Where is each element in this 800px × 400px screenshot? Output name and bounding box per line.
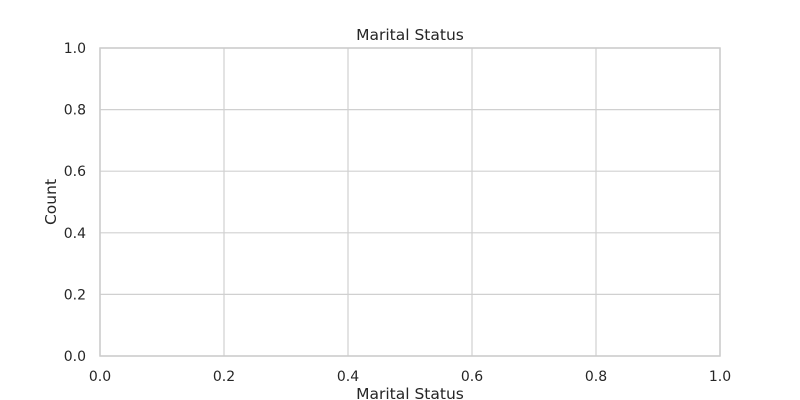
x-axis-label: Marital Status <box>356 385 464 400</box>
x-tick-label: 0.6 <box>461 369 483 385</box>
plot-frame <box>99 47 721 357</box>
y-tick-label: 0.4 <box>64 226 86 242</box>
y-tick-label: 0.0 <box>64 349 86 365</box>
x-tick-label: 1.0 <box>709 369 731 385</box>
y-tick-label: 1.0 <box>64 41 86 57</box>
y-tick-label: 0.6 <box>64 164 86 180</box>
x-tick-label: 0.2 <box>213 369 235 385</box>
x-tick-labels: 0.0 0.2 0.4 0.6 0.8 1.0 <box>89 369 731 385</box>
y-axis-label: Count <box>42 179 60 225</box>
y-tick-label: 0.2 <box>64 287 86 303</box>
x-tick-label: 0.8 <box>585 369 607 385</box>
y-tick-labels: 0.0 0.2 0.4 0.6 0.8 1.0 <box>64 41 86 365</box>
x-tick-label: 0.0 <box>89 369 111 385</box>
plot-area <box>100 48 720 356</box>
y-tick-label: 0.8 <box>64 103 86 119</box>
x-tick-label: 0.4 <box>337 369 359 385</box>
chart-title: Marital Status <box>356 26 464 44</box>
